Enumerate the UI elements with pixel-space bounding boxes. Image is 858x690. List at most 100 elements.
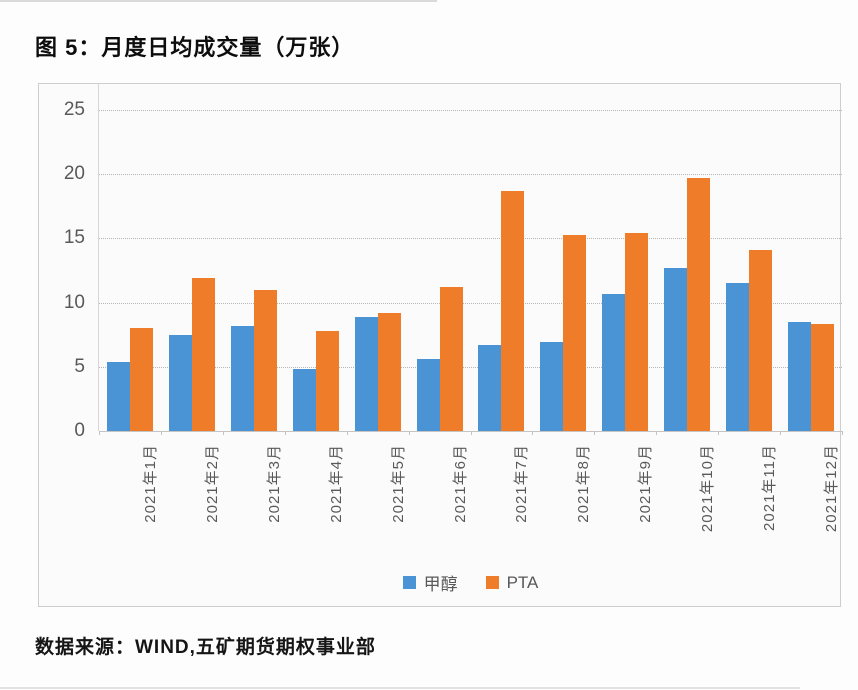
x-tick-label-2021年12月: 2021年12月	[823, 444, 841, 533]
legend-item-甲醇: 甲醇	[402, 570, 458, 595]
x-label-col-7: 2021年7月	[471, 444, 533, 566]
gridline-15	[99, 238, 842, 240]
y-tick-label-10: 10	[63, 291, 85, 313]
bar-group-4	[285, 110, 347, 431]
bar-甲醇-2021年5月	[354, 316, 378, 431]
x-label-col-8: 2021年8月	[532, 444, 594, 566]
bar-甲醇-2021年6月	[416, 359, 440, 431]
x-tick-label-2021年8月: 2021年8月	[575, 444, 593, 523]
y-tick-label-5: 5	[74, 355, 85, 377]
x-label-col-1: 2021年1月	[99, 444, 161, 566]
plot-area	[99, 110, 842, 432]
x-label-wrap: 2021年6月	[431, 444, 469, 564]
bar-groups	[99, 110, 842, 431]
bar-group-12	[780, 110, 842, 431]
x-label-col-4: 2021年4月	[285, 444, 347, 566]
y-axis-line	[98, 84, 99, 431]
legend-label: 甲醇	[423, 575, 458, 594]
x-tick-label-2021年5月: 2021年5月	[389, 444, 407, 523]
x-tick-label-2021年9月: 2021年9月	[637, 444, 655, 523]
bar-PTA-2021年11月	[749, 249, 773, 431]
x-axis-labels: 2021年1月 2021年2月 2021年3月 2021年4月 2021年5月 2021年…	[99, 444, 842, 566]
bar-PTA-2021年2月	[191, 278, 215, 431]
x-tick	[594, 431, 596, 435]
x-tick	[99, 431, 100, 435]
x-label-wrap: 2021年11月	[740, 444, 778, 564]
x-tick	[346, 431, 348, 435]
bar-甲醇-2021年1月	[106, 361, 130, 431]
x-label-col-10: 2021年10月	[656, 444, 718, 566]
x-tick	[470, 431, 472, 435]
data-source: 数据来源：WIND,五矿期货期权事业部	[35, 637, 376, 658]
x-tick-label-2021年4月: 2021年4月	[327, 444, 345, 523]
x-tick-label-2021年11月: 2021年11月	[761, 444, 779, 531]
x-tick-label-2021年10月: 2021年10月	[699, 444, 717, 533]
legend-label: PTA	[506, 572, 539, 592]
x-label-col-5: 2021年5月	[347, 444, 409, 566]
x-label-wrap: 2021年1月	[121, 444, 159, 564]
bar-PTA-2021年4月	[315, 330, 339, 431]
bar-group-7	[471, 110, 533, 431]
x-label-col-12: 2021年12月	[780, 444, 842, 566]
bar-甲醇-2021年8月	[540, 342, 564, 431]
gridline-5	[99, 366, 842, 368]
bar-甲醇-2021年9月	[602, 293, 626, 431]
y-axis-labels: 0 5 10 15 20 25	[39, 84, 91, 606]
bar-group-3	[223, 110, 285, 431]
bar-group-10	[656, 110, 718, 431]
bar-PTA-2021年1月	[129, 328, 153, 431]
x-axis-ticks	[99, 431, 843, 436]
bar-group-8	[532, 110, 594, 431]
x-tick	[532, 431, 534, 435]
x-label-wrap: 2021年2月	[183, 444, 221, 564]
bar-甲醇-2021年10月	[664, 267, 688, 431]
x-tick	[780, 431, 782, 435]
x-tick	[222, 431, 224, 435]
bar-group-2	[161, 110, 223, 431]
x-label-wrap: 2021年12月	[802, 444, 840, 564]
x-label-col-2: 2021年2月	[161, 444, 223, 566]
y-tick-label-25: 25	[63, 99, 85, 120]
bottom-edge-rule	[0, 687, 800, 689]
x-tick	[408, 431, 410, 435]
legend-swatch-icon	[485, 576, 499, 589]
bar-group-6	[409, 110, 471, 431]
bar-PTA-2021年3月	[253, 289, 277, 431]
bar-甲醇-2021年7月	[478, 344, 502, 431]
x-tick-label-2021年3月: 2021年3月	[265, 444, 283, 523]
bar-PTA-2021年9月	[625, 233, 649, 431]
bar-甲醇-2021年4月	[292, 369, 316, 431]
bar-PTA-2021年12月	[811, 324, 835, 431]
x-tick	[656, 431, 658, 435]
x-label-wrap: 2021年5月	[369, 444, 407, 564]
top-edge-rule	[0, 0, 437, 2]
bar-group-9	[594, 110, 656, 431]
x-tick-label-2021年6月: 2021年6月	[451, 444, 469, 523]
x-label-col-9: 2021年9月	[594, 444, 656, 566]
x-tick	[284, 431, 286, 435]
x-label-wrap: 2021年8月	[554, 444, 592, 564]
x-tick	[160, 431, 162, 435]
x-tick-label-2021年2月: 2021年2月	[203, 444, 221, 523]
y-tick-label-0: 0	[74, 420, 85, 441]
gridline-20	[99, 174, 842, 176]
x-tick-label-2021年7月: 2021年7月	[513, 444, 531, 523]
bar-group-5	[347, 110, 409, 431]
figure-title: 图 5：月度日均成交量（万张）	[35, 35, 355, 60]
bar-甲醇-2021年3月	[230, 325, 254, 431]
gridline-25	[99, 110, 842, 111]
x-tick	[718, 431, 720, 435]
legend-swatch-icon	[402, 576, 416, 589]
y-tick-label-15: 15	[63, 227, 85, 249]
legend-item-PTA: PTA	[485, 572, 539, 593]
bar-group-1	[99, 110, 161, 431]
x-label-wrap: 2021年3月	[245, 444, 283, 564]
bar-PTA-2021年6月	[439, 287, 463, 431]
x-label-wrap: 2021年4月	[307, 444, 345, 564]
bar-PTA-2021年10月	[687, 178, 711, 431]
x-label-col-3: 2021年3月	[223, 444, 285, 566]
gridline-10	[99, 302, 842, 304]
chart-container: 0 5 10 15 20 25 2021年1月 2021年2月 2021年3月 2021年4月 2…	[38, 83, 843, 607]
legend: 甲醇 PTA	[99, 570, 842, 595]
